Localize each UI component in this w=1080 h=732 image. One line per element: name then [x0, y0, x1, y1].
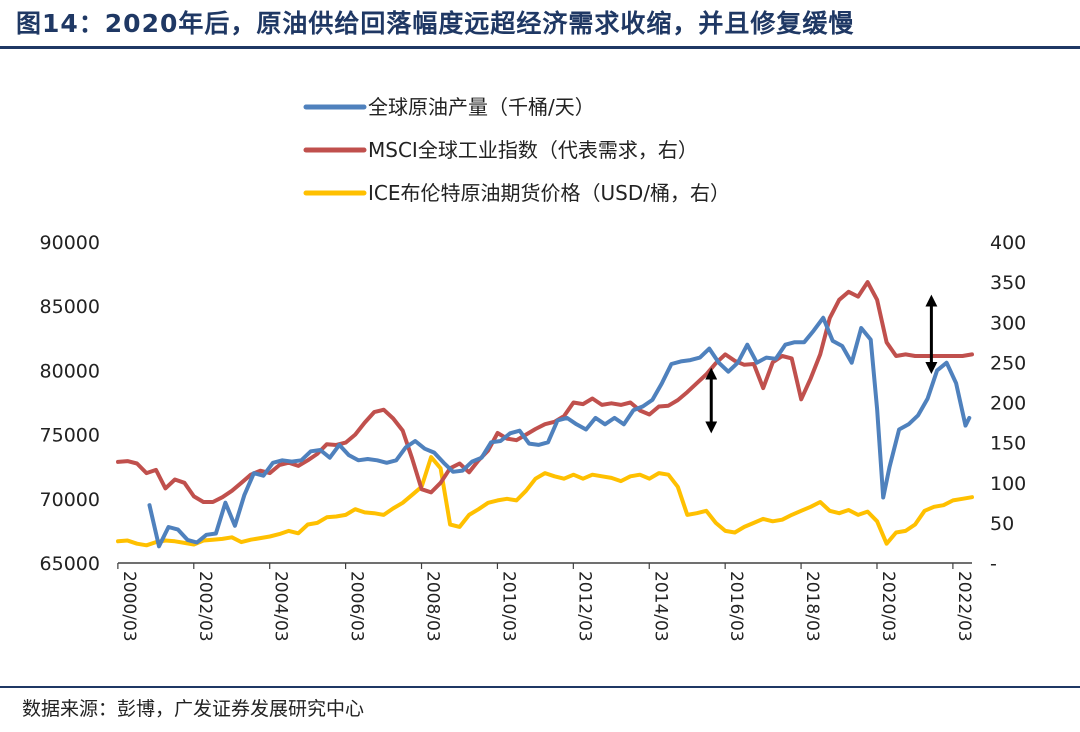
legend-label: MSCI全球工业指数（代表需求，右）: [368, 138, 698, 162]
brent-line: [116, 455, 974, 548]
y-right-tick-label: 250: [990, 352, 1026, 374]
x-tick-label: 2014/03: [650, 571, 670, 642]
legend-label: 全球原油产量（千桶/天）: [368, 95, 595, 119]
source-divider: [0, 686, 1080, 688]
y-right-tick-label: 350: [990, 272, 1026, 294]
y-left-tick-label: 65000: [40, 553, 100, 575]
axes: 90000 85000 80000 75000 70000 65000 400 350 300 2…: [40, 232, 1027, 642]
x-tick-label: 2008/03: [423, 571, 443, 642]
x-tick-label: 2012/03: [574, 571, 594, 642]
y-right-tick-label: 100: [990, 473, 1026, 495]
x-tick-label: 2022/03: [954, 571, 974, 642]
production-line: [147, 315, 972, 549]
title-divider: [0, 46, 1080, 49]
x-tick-label: 2004/03: [271, 571, 291, 642]
x-tick-label: 2002/03: [195, 571, 215, 642]
y-right-tick-label: 400: [990, 232, 1026, 254]
series-layer: [116, 280, 974, 549]
source-note: 数据来源：彭博，广发证券发展研究中心: [22, 698, 365, 720]
y-right-tick-label: -: [990, 553, 997, 575]
y-right-tick-label: 200: [990, 393, 1026, 415]
x-tick-label: 2018/03: [802, 571, 822, 642]
y-right-tick-label: 300: [990, 312, 1026, 334]
y-right-tick-label: 150: [990, 433, 1026, 455]
chart: 全球原油产量（千桶/天） MSCI全球工业指数（代表需求，右） ICE布伦特原油期货…: [40, 95, 1027, 642]
y-left-tick-label: 90000: [40, 232, 100, 254]
x-tick-label: 2020/03: [878, 571, 898, 642]
legend-label: ICE布伦特原油期货价格（USD/桶，右）: [368, 181, 730, 205]
y-left-tick-label: 85000: [40, 296, 100, 318]
y-left-tick-label: 75000: [40, 425, 100, 447]
x-tick-label: 2006/03: [347, 571, 367, 642]
legend: 全球原油产量（千桶/天） MSCI全球工业指数（代表需求，右） ICE布伦特原油期货…: [303, 95, 730, 205]
annotation-layer: [705, 294, 938, 434]
msci-line: [116, 280, 974, 504]
y-left-tick-label: 80000: [40, 360, 100, 382]
y-right-tick-label: 50: [990, 513, 1014, 535]
x-tick-label: 2016/03: [726, 571, 746, 642]
figure-title: 图14：2020年后，原油供给回落幅度远超经济需求收缩，并且修复缓慢: [16, 9, 855, 38]
y-left-tick-label: 70000: [40, 489, 100, 511]
x-tick-label: 2010/03: [498, 571, 518, 642]
x-tick-label: 2000/03: [119, 571, 139, 642]
